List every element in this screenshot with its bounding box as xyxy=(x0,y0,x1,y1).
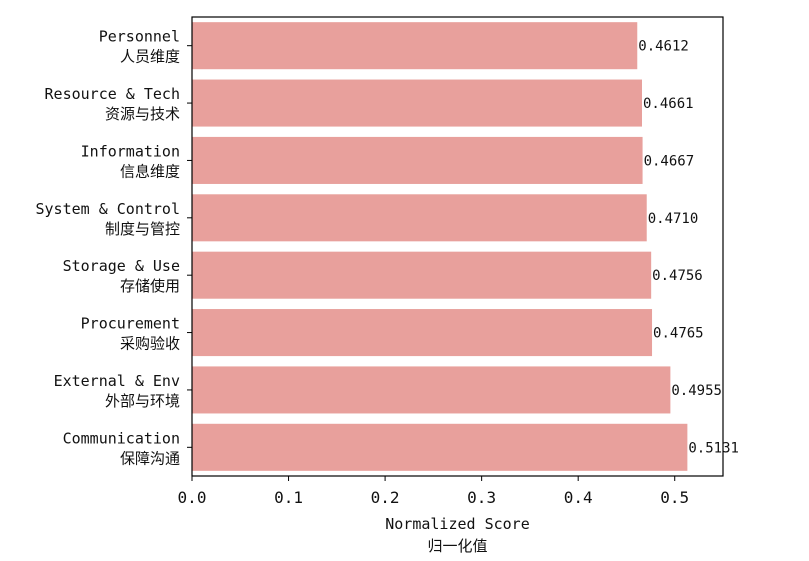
category-label-en-3: System & Control xyxy=(36,200,181,218)
bar-6 xyxy=(192,366,671,414)
bar-1 xyxy=(192,79,642,127)
value-label-3: 0.4710 xyxy=(648,211,699,227)
x-axis-label-zh: 归一化值 xyxy=(427,537,487,555)
x-tick-label-4: 0.4 xyxy=(564,488,593,507)
value-label-6: 0.4955 xyxy=(671,383,722,399)
value-label-1: 0.4661 xyxy=(643,96,694,112)
value-label-4: 0.4756 xyxy=(652,268,703,284)
value-label-0: 0.4612 xyxy=(638,39,689,55)
category-labels-group: Personnel 人员维度 Resource & Tech 资源与技术 Informa… xyxy=(36,28,181,468)
value-labels-group: 0.4612 0.4661 0.4667 0.4710 0.4756 0.4765 0.49… xyxy=(638,39,739,457)
category-label-zh-5: 采购验收 xyxy=(120,335,180,353)
category-label-en-0: Personnel xyxy=(99,28,180,46)
x-ticks-group: 0.0 0.1 0.2 0.3 0.4 0.5 xyxy=(178,45,689,507)
bar-0 xyxy=(192,22,638,70)
x-tick-label-3: 0.3 xyxy=(467,488,496,507)
x-tick-label-2: 0.2 xyxy=(371,488,400,507)
category-label-zh-4: 存储使用 xyxy=(120,277,180,295)
bar-2 xyxy=(192,136,643,184)
category-label-en-6: External & Env xyxy=(54,372,180,390)
plot-frame xyxy=(191,16,724,477)
category-label-zh-0: 人员维度 xyxy=(120,48,180,66)
category-label-en-4: Storage & Use xyxy=(63,257,180,275)
category-label-zh-3: 制度与管控 xyxy=(105,220,180,238)
x-axis-label: Normalized Score xyxy=(385,515,530,533)
category-label-en-2: Information xyxy=(81,142,180,160)
category-label-zh-6: 外部与环境 xyxy=(105,392,180,410)
bar-3 xyxy=(192,194,647,242)
category-label-en-7: Communication xyxy=(63,429,180,447)
x-tick-label-0: 0.0 xyxy=(178,488,207,507)
bar-5 xyxy=(192,309,653,357)
x-tick-label-5: 0.5 xyxy=(660,488,689,507)
value-label-7: 0.5131 xyxy=(688,440,739,456)
bars-group xyxy=(192,22,688,471)
x-tick-label-1: 0.1 xyxy=(274,488,303,507)
category-label-zh-2: 信息维度 xyxy=(120,162,180,180)
category-label-zh-7: 保障沟通 xyxy=(120,449,180,467)
value-label-5: 0.4765 xyxy=(653,326,704,342)
value-label-2: 0.4667 xyxy=(644,153,695,169)
category-label-zh-1: 资源与技术 xyxy=(105,105,180,123)
category-label-en-1: Resource & Tech xyxy=(45,85,180,103)
bar-7 xyxy=(192,423,688,471)
bar-4 xyxy=(192,251,652,299)
category-label-en-5: Procurement xyxy=(81,315,180,333)
